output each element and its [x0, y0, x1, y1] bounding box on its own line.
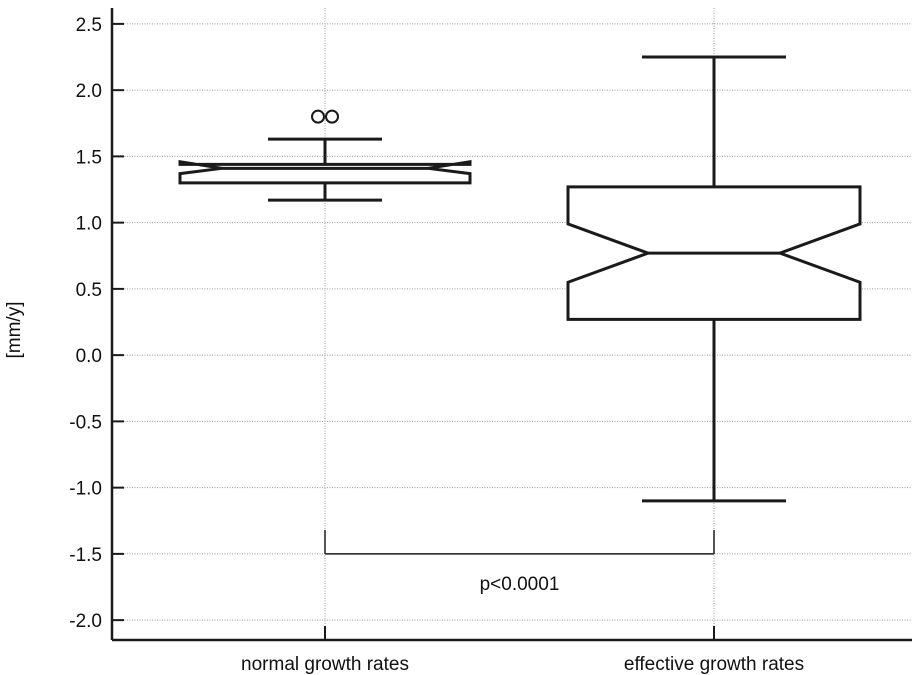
y-tick-label: -0.5 [69, 412, 102, 433]
box-normal [178, 109, 472, 202]
y-tick-label: 0.5 [76, 280, 102, 301]
p-value-label: p<0.0001 [480, 574, 560, 595]
x-tick-label: effective growth rates [624, 654, 804, 675]
significance-bracket [324, 530, 715, 555]
notched-box [178, 159, 472, 185]
y-tick-label: 1.5 [76, 147, 102, 168]
y-tick-label: 2.0 [76, 81, 102, 102]
box-effective [566, 55, 862, 503]
x-tick-label: normal growth rates [241, 654, 409, 675]
outlier-point [311, 109, 325, 124]
labels: -2.0 -1.5 -1.0 -0.5 0.0 0.5 1.0 1.5 2.0 2.5 normal… [69, 15, 804, 675]
axes [110, 8, 912, 642]
y-tick-label: -2.0 [69, 611, 102, 632]
y-axis-title: [mm/y] [4, 302, 25, 359]
outlier-point [325, 109, 339, 124]
y-tick-label: 1.0 [76, 214, 102, 235]
y-tick-label: 0.0 [76, 346, 102, 367]
boxes [178, 55, 862, 503]
gridlines [112, 8, 912, 640]
y-tick-label: -1.5 [69, 545, 102, 566]
y-tick-label: -1.0 [69, 479, 102, 500]
y-tick-label: 2.5 [76, 15, 102, 36]
